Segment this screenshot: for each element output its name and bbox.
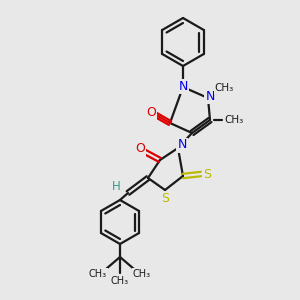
Text: CH₃: CH₃ [214, 83, 234, 93]
Text: S: S [203, 167, 211, 181]
Text: CH₃: CH₃ [89, 269, 107, 279]
Text: N: N [177, 139, 187, 152]
Text: O: O [135, 142, 145, 155]
Text: O: O [146, 106, 156, 118]
Text: CH₃: CH₃ [133, 269, 151, 279]
Text: CH₃: CH₃ [111, 276, 129, 286]
Text: S: S [161, 193, 169, 206]
Text: N: N [178, 80, 188, 92]
Text: N: N [205, 89, 215, 103]
Text: H: H [112, 181, 120, 194]
Text: CH₃: CH₃ [224, 115, 244, 125]
